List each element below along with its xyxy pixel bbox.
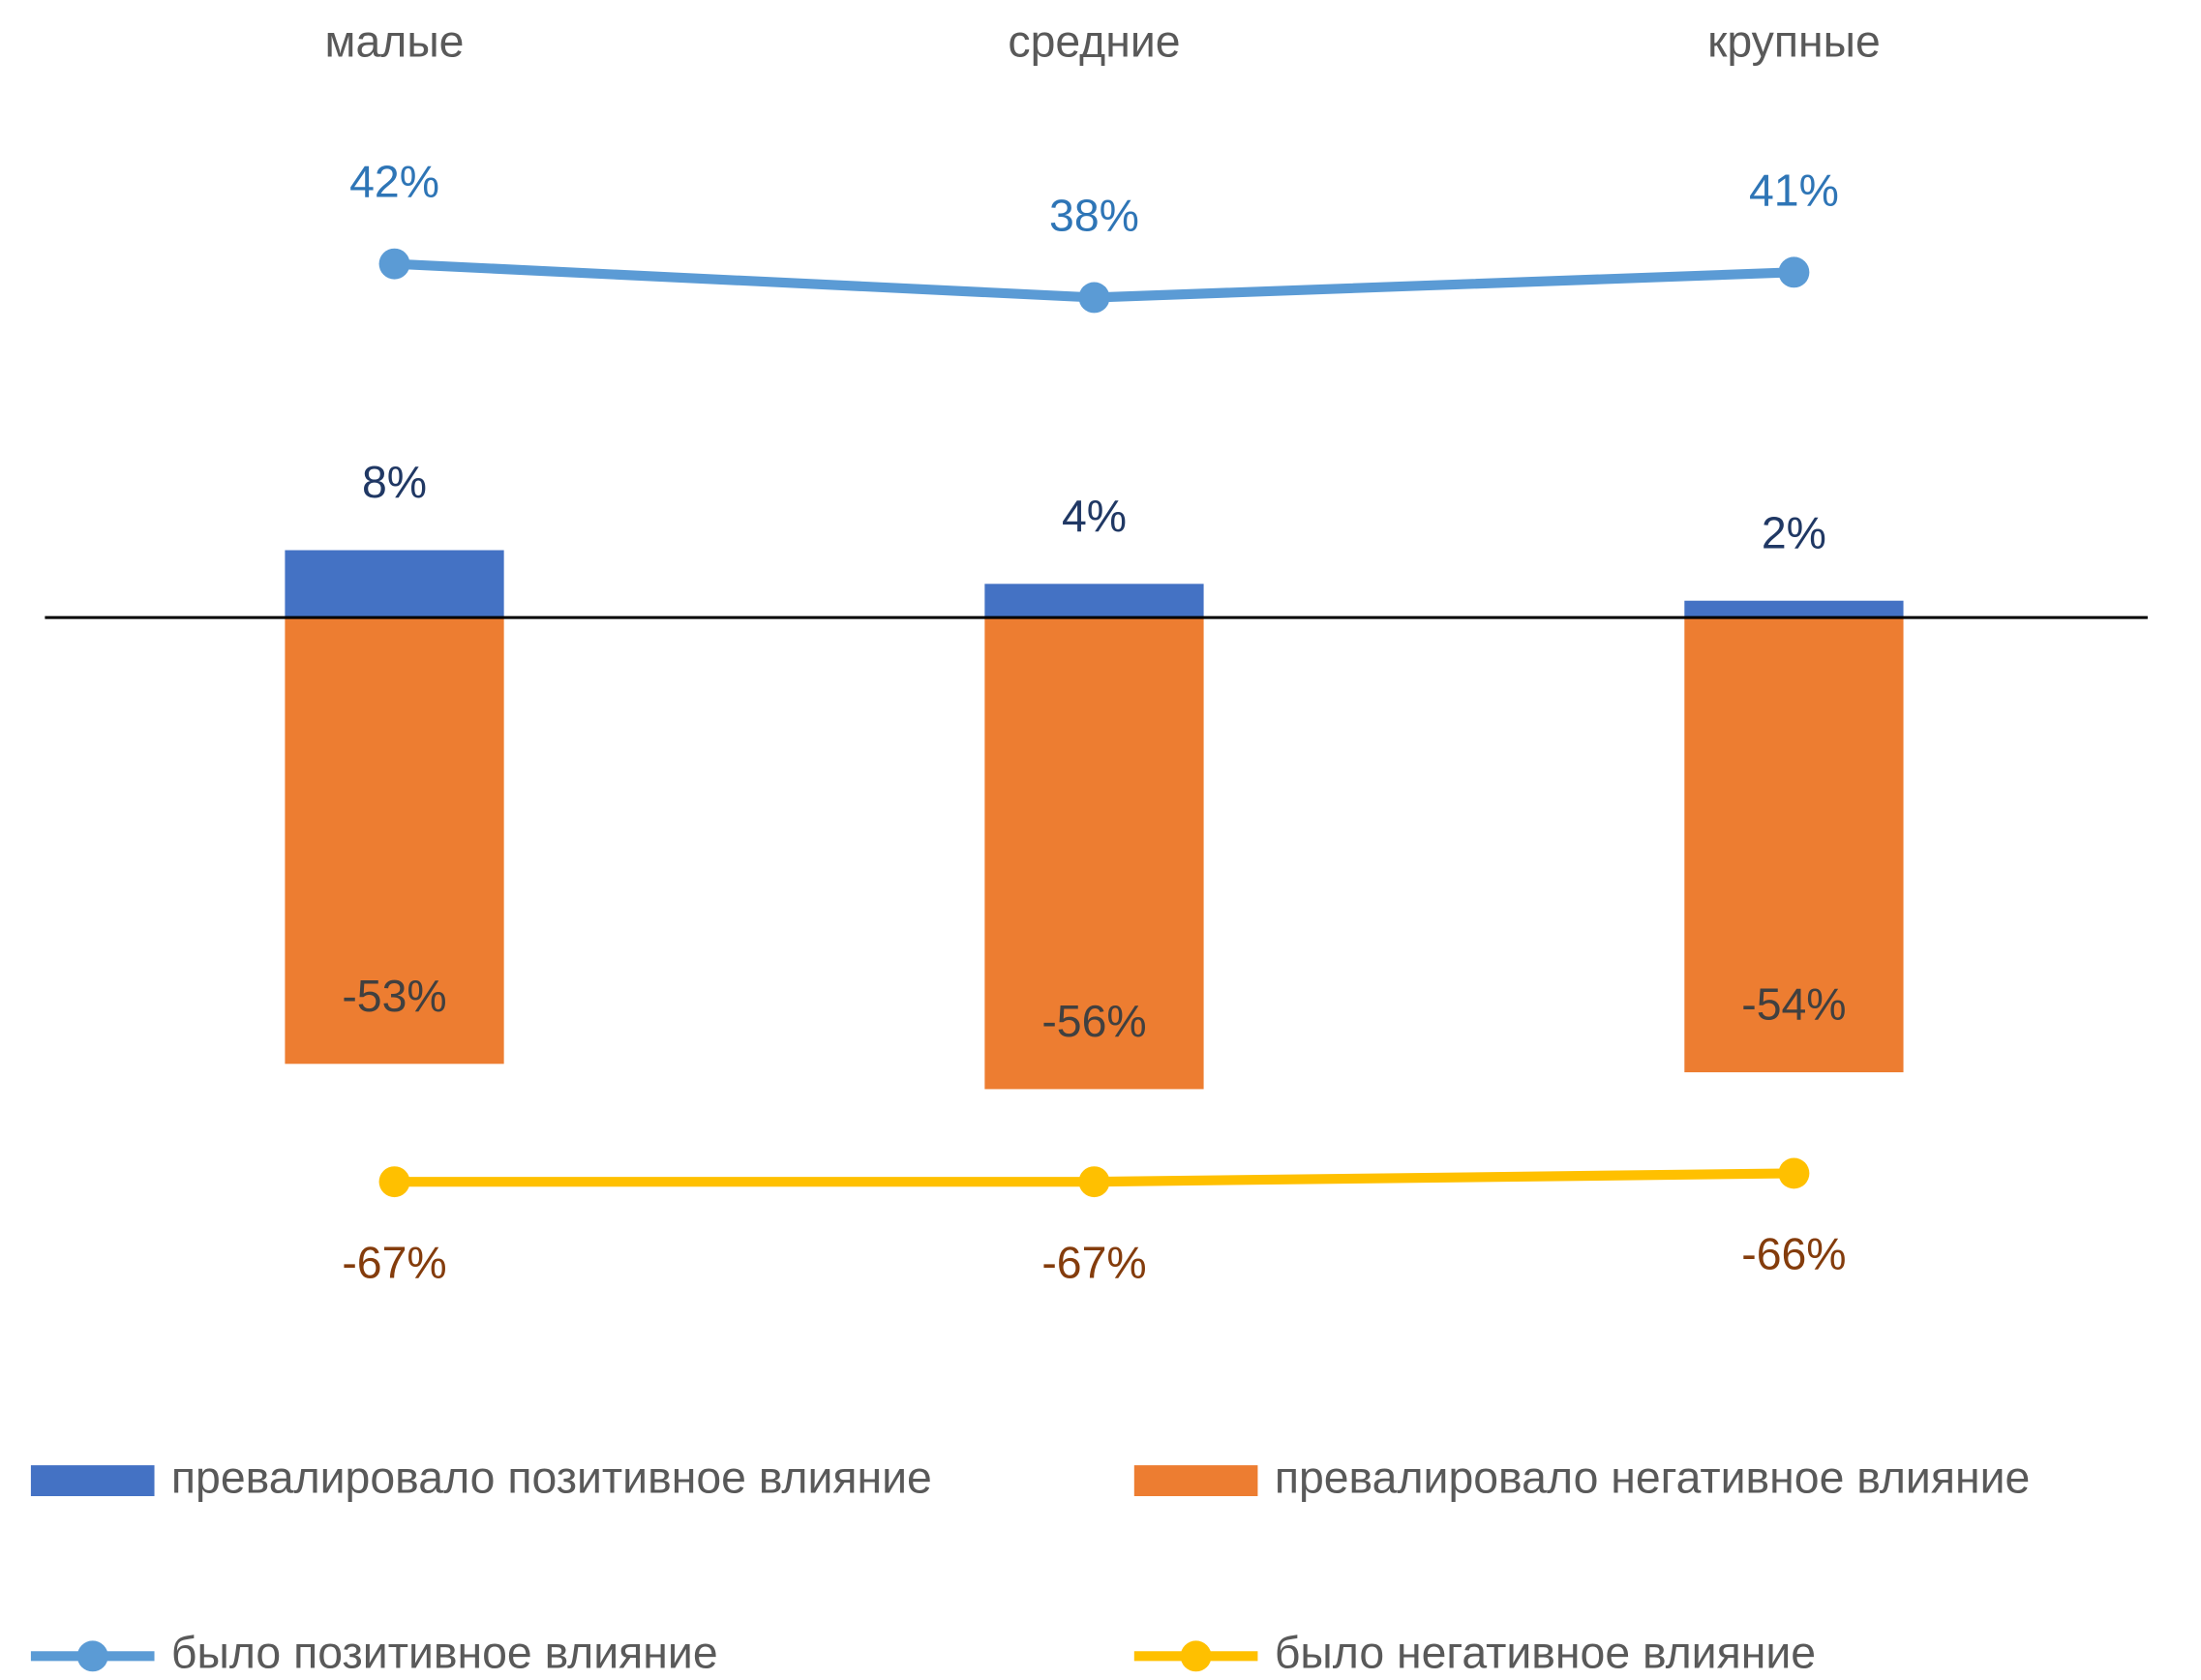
- bar: [984, 617, 1204, 1090]
- bar: [285, 617, 504, 1065]
- data-label: -54%: [1741, 979, 1846, 1030]
- data-label: 8%: [362, 457, 427, 507]
- bar: [285, 550, 504, 618]
- marker: [378, 1166, 410, 1198]
- bar: [984, 584, 1204, 618]
- legend-swatch: [76, 1640, 108, 1672]
- data-label: 41%: [1749, 165, 1839, 215]
- bar: [1684, 600, 1904, 618]
- data-label: -56%: [1041, 996, 1146, 1046]
- data-label: -67%: [342, 1237, 446, 1287]
- category-label: малые: [325, 16, 465, 67]
- legend-label: было негативное влияние: [1275, 1628, 1816, 1678]
- marker: [1778, 256, 1810, 288]
- legend-swatch: [1180, 1640, 1212, 1672]
- legend-label: превалировало негативное влияние: [1275, 1452, 2030, 1502]
- marker: [378, 248, 410, 280]
- category-label: средние: [1008, 16, 1180, 67]
- marker: [1078, 1166, 1110, 1198]
- marker: [1078, 282, 1110, 314]
- data-label: -66%: [1741, 1229, 1846, 1279]
- legend-swatch: [30, 1465, 155, 1497]
- category-label: крупные: [1707, 16, 1881, 67]
- data-label: 42%: [349, 157, 439, 207]
- data-label: 4%: [1062, 491, 1127, 541]
- legend-label: было позитивное влияние: [171, 1628, 718, 1678]
- data-label: 2%: [1762, 507, 1826, 557]
- marker: [1778, 1157, 1810, 1189]
- legend-label: превалировало позитивное влияние: [171, 1452, 932, 1502]
- data-label: -67%: [1041, 1237, 1146, 1287]
- data-label: -53%: [342, 971, 446, 1021]
- bar: [1684, 617, 1904, 1073]
- data-label: 38%: [1049, 190, 1139, 240]
- legend-swatch: [1133, 1465, 1258, 1497]
